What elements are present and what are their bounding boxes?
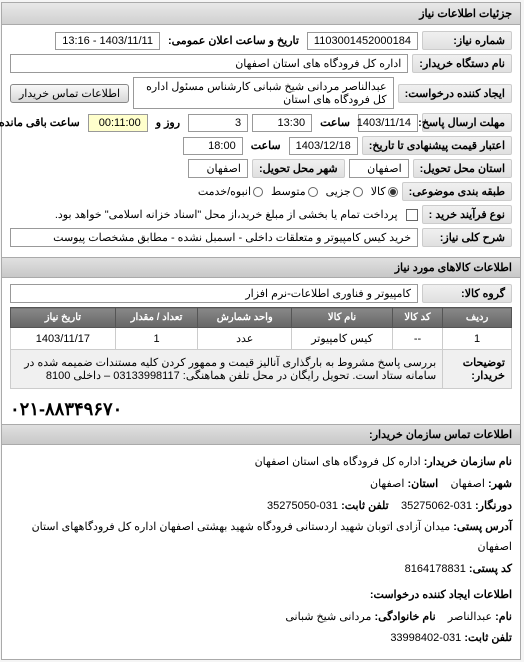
desc-label: شرح کلی نیاز: (423, 228, 513, 247)
contact-city-label: شهر: (489, 478, 513, 490)
delivery-city: اصفهان (189, 159, 249, 178)
contact-header: اطلاعات تماس سازمان خریدار: (3, 424, 521, 445)
radio-icon (309, 187, 319, 197)
note-label: توضیحات خریدار: (464, 357, 506, 382)
postal-value: 8164178831 (406, 563, 467, 575)
announce-label: تاریخ و ساعت اعلان عمومی: (165, 32, 304, 49)
offer-valid-time-label: ساعت (248, 137, 286, 154)
th-name: نام کالا (293, 308, 394, 328)
phone-large: ۰۲۱-۸۸۳۴۹۶۷۰ (3, 395, 521, 424)
org-value: اداره کل فرودگاه های استان اصفهان (256, 456, 422, 468)
budget-service-label: انبوه/خدمت (199, 185, 252, 198)
desc-value: خرید کیس کامپیوتر و متعلقات داخلی - اسمب… (11, 228, 419, 247)
deadline-time-label: ساعت (317, 114, 355, 131)
th-row: ردیف (444, 308, 513, 328)
delivery-province-label: استان محل تحویل: (414, 159, 513, 178)
table-header-row: ردیف کد کالا نام کالا واحد شمارش تعداد /… (12, 308, 513, 328)
family-label: نام خانوادگی: (375, 611, 436, 623)
goods-table: ردیف کد کالا نام کالا واحد شمارش تعداد /… (11, 307, 513, 389)
purchase-type-label: نوع فرآیند خرید : (423, 205, 513, 224)
panel-title: جزئیات اطلاعات نیاز (3, 3, 521, 25)
contact-city-value: اصفهان (451, 478, 485, 490)
radio-icon (389, 187, 399, 197)
offer-valid-date: 1403/12/18 (290, 137, 359, 155)
name-value: عبدالناصر (449, 611, 493, 623)
contact-province-label: استان: (409, 478, 440, 490)
note-value: بررسی پاسخ مشروط به بارگذاری آنالیز قیمت… (12, 350, 444, 389)
buyer-value: اداره کل فرودگاه های استان اصفهان (11, 54, 409, 73)
budget-omrani-label: متوسط (272, 185, 307, 198)
budget-radio-omrani[interactable]: متوسط (272, 185, 319, 198)
th-code: کد کالا (393, 308, 443, 328)
number-label: شماره نیاز: (423, 31, 513, 50)
main-fields: شماره نیاز: 1103001452000184 تاریخ و ساع… (3, 25, 521, 257)
address-value: میدان آزادی اتوبان شهید اردستانی فرودگاه… (33, 521, 513, 553)
org-label: نام سازمان خریدار: (425, 456, 513, 468)
remain-label: ساعت باقی مانده (0, 114, 85, 131)
radio-icon (354, 187, 364, 197)
budget-radio-jari[interactable]: جزیی (327, 185, 364, 198)
address-label: آدرس پستی: (454, 521, 513, 533)
offer-valid-time: 18:00 (184, 137, 244, 155)
delivery-province: اصفهان (350, 159, 410, 178)
postal-label: کد پستی: (470, 563, 513, 575)
budget-radio-all[interactable]: کالا (372, 185, 399, 198)
group-label: گروه کالا: (423, 284, 513, 303)
requester-label: ایجاد کننده درخواست: (399, 84, 513, 103)
delivery-city-label: شهر محل تحویل: (253, 159, 346, 178)
contact-section: نام سازمان خریدار: اداره کل فرودگاه های … (3, 445, 521, 659)
budget-radio-service[interactable]: انبوه/خدمت (199, 185, 264, 198)
number-value: 1103001452000184 (308, 32, 419, 50)
radio-icon (254, 187, 264, 197)
td-name: کیس کامپیوتر (293, 328, 394, 350)
remain-time: 00:11:00 (89, 114, 149, 132)
fax-label: دورنگار: (476, 500, 513, 512)
tel-label: تلفن ثابت: (342, 500, 390, 512)
req-header: اطلاعات ایجاد کننده درخواست: (11, 586, 513, 606)
requester-value: عبدالناصر مردانی شیخ شبانی کارشناس مسئول… (134, 77, 395, 109)
group-value: کامپیوتر و فناوری اطلاعات-نرم افزار (11, 284, 419, 303)
deadline-label: مهلت ارسال پاسخ: تا تاریخ: (423, 113, 513, 132)
td-code: -- (393, 328, 443, 350)
deadline-date: 1403/11/14 (359, 114, 419, 132)
days-value: 3 (189, 114, 249, 132)
td-row: 1 (444, 328, 513, 350)
budget-label: طبقه بندی موضوعی: (403, 182, 513, 201)
req-tel-label: تلفن ثابت: (465, 632, 513, 644)
th-date: تاریخ نیاز (12, 308, 117, 328)
tel-value: 031-35275050 (268, 500, 339, 512)
contact-province-value: اصفهان (371, 478, 405, 490)
td-date: 1403/11/17 (12, 328, 117, 350)
budget-radio-group: کالا جزیی متوسط انبوه/خدمت (199, 185, 399, 198)
fax-value: 031-35275062 (402, 500, 473, 512)
buyer-label: نام دستگاه خریدار: (413, 54, 513, 73)
goods-header: اطلاعات کالاهای مورد نیاز (3, 257, 521, 278)
table-row: 1 -- کیس کامپیوتر عدد 1 1403/11/17 (12, 328, 513, 350)
offer-valid-label: اعتبار قیمت پیشنهادی تا تاریخ: (363, 136, 513, 155)
th-qty: تعداد / مقدار (116, 308, 199, 328)
th-unit: واحد شمارش (199, 308, 293, 328)
announce-value: 1403/11/11 - 13:16 (56, 32, 161, 50)
table-note-row: توضیحات خریدار: بررسی پاسخ مشروط به بارگ… (12, 350, 513, 389)
details-panel: جزئیات اطلاعات نیاز شماره نیاز: 11030014… (2, 2, 522, 660)
days-label: روز و (153, 114, 185, 131)
contact-button[interactable]: اطلاعات تماس خریدار (11, 84, 130, 103)
goods-section: گروه کالا: کامپیوتر و فناوری اطلاعات-نرم… (3, 278, 521, 395)
family-value: مردانی شیخ شبانی (286, 611, 372, 623)
budget-jari-label: جزیی (327, 185, 352, 198)
purchase-checkbox-label: پرداخت تمام یا بخشی از مبلغ خرید،از محل … (52, 206, 403, 223)
note-label-cell: توضیحات خریدار: (444, 350, 513, 389)
name-label: نام: (496, 611, 513, 623)
budget-all-label: کالا (372, 185, 387, 198)
td-qty: 1 (116, 328, 199, 350)
purchase-checkbox[interactable] (407, 209, 419, 221)
td-unit: عدد (199, 328, 293, 350)
deadline-time: 13:30 (253, 114, 313, 132)
req-tel-value: 031-33998402 (391, 632, 462, 644)
